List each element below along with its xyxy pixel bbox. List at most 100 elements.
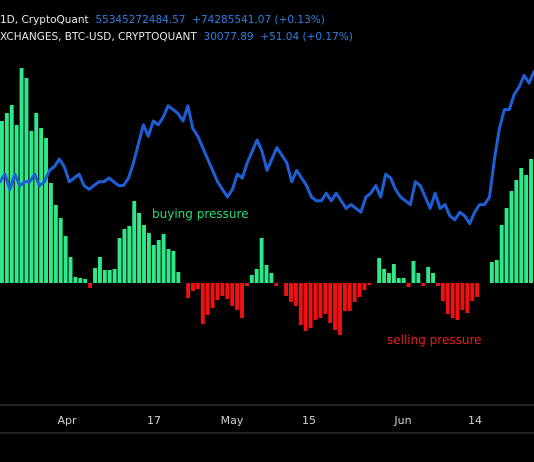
bar-85 (416, 273, 421, 283)
bar-63 (308, 283, 313, 328)
x-tick-label: Apr (57, 414, 77, 427)
bar-100 (489, 262, 494, 283)
bar-77 (377, 258, 382, 283)
bar-33 (161, 234, 166, 283)
bar-108 (529, 159, 533, 283)
bar-54 (264, 265, 269, 283)
bar-68 (333, 283, 338, 330)
bar-35 (171, 251, 176, 283)
legend-line-2: XCHANGES, BTC-USD, CRYPTOQUANT 30077.89 … (0, 31, 353, 44)
bar-12 (58, 218, 63, 283)
bar-67 (328, 283, 333, 323)
bar-59 (289, 283, 293, 302)
bar-10 (48, 183, 53, 283)
bar-19 (93, 268, 97, 283)
bar-25 (122, 229, 127, 283)
bar-11 (53, 205, 58, 283)
x-tick-label: Jun (393, 414, 411, 427)
bar-34 (166, 249, 171, 283)
bar-2 (9, 105, 14, 283)
bar-51 (249, 275, 254, 283)
bar-8 (39, 128, 44, 283)
bar-28 (137, 213, 142, 283)
bar-81 (396, 278, 401, 283)
bar-16 (78, 278, 83, 283)
bar-38 (186, 283, 191, 298)
bar-89 (436, 283, 440, 286)
bar-72 (352, 283, 357, 302)
bar-14 (68, 257, 73, 283)
bar-13 (63, 236, 68, 283)
bar-73 (357, 283, 362, 297)
bar-32 (156, 240, 161, 283)
bar-22 (107, 270, 112, 283)
bar-9 (44, 138, 48, 283)
bar-47 (230, 283, 235, 306)
x-tick-label: 17 (147, 414, 161, 427)
bar-41 (200, 283, 205, 324)
bar-26 (127, 226, 132, 283)
bar-66 (323, 283, 328, 314)
bar-105 (514, 180, 519, 283)
x-tick-label: 14 (468, 414, 482, 427)
bar-43 (210, 283, 215, 308)
bar-18 (88, 283, 93, 288)
bar-90 (440, 283, 445, 301)
bar-55 (269, 273, 274, 283)
bar-69 (338, 283, 342, 335)
bar-96 (470, 283, 475, 301)
bar-24 (117, 238, 122, 283)
bar-104 (509, 191, 514, 283)
bar-40 (195, 283, 200, 289)
bar-15 (73, 277, 78, 283)
legend-line-1: 1D, CryptoQuant 55345272484.57 +74285541… (0, 14, 325, 27)
legend-1-title: 1D, CryptoQuant (0, 14, 89, 26)
bar-58 (284, 283, 289, 296)
legend-1-change: +74285541.07 (+0.13%) (192, 14, 325, 26)
bar-56 (274, 283, 279, 286)
bar-36 (176, 272, 181, 283)
bar-62 (303, 283, 308, 331)
bar-92 (450, 283, 455, 318)
bar-45 (220, 283, 225, 296)
bar-94 (460, 283, 465, 310)
bar-82 (401, 278, 406, 283)
bar-29 (142, 225, 146, 283)
bar-1 (4, 113, 9, 283)
bar-102 (499, 225, 504, 283)
bar-48 (235, 283, 240, 310)
bar-52 (254, 269, 259, 283)
bar-107 (524, 175, 529, 283)
bar-84 (411, 261, 416, 283)
legend-2-value: 30077.89 (203, 31, 254, 43)
bar-series (0, 68, 533, 335)
bar-64 (313, 283, 318, 320)
bar-31 (151, 245, 156, 283)
bar-97 (475, 283, 480, 297)
bar-88 (431, 273, 436, 283)
x-tick-label: 15 (302, 414, 316, 427)
bar-80 (391, 264, 396, 283)
bar-44 (215, 283, 220, 300)
bar-4 (19, 68, 24, 283)
bar-23 (112, 269, 117, 283)
x-axis: Apr 17 May 15 Jun 14 (0, 404, 534, 434)
bar-7 (34, 113, 39, 283)
bar-53 (259, 238, 264, 283)
bar-46 (225, 283, 230, 299)
bar-30 (146, 233, 151, 283)
bar-103 (504, 208, 509, 283)
bar-61 (298, 283, 303, 325)
bar-65 (318, 283, 323, 318)
bar-6 (29, 131, 34, 283)
bar-3 (14, 125, 19, 283)
bar-91 (445, 283, 450, 314)
legend-1-value: 55345272484.57 (95, 14, 186, 26)
x-tick-label: May (221, 414, 244, 427)
bar-83 (406, 283, 411, 287)
legend-2-change: +51.04 (+0.17%) (260, 31, 353, 43)
bar-95 (465, 283, 470, 313)
bar-60 (293, 283, 298, 306)
bar-75 (367, 283, 372, 285)
